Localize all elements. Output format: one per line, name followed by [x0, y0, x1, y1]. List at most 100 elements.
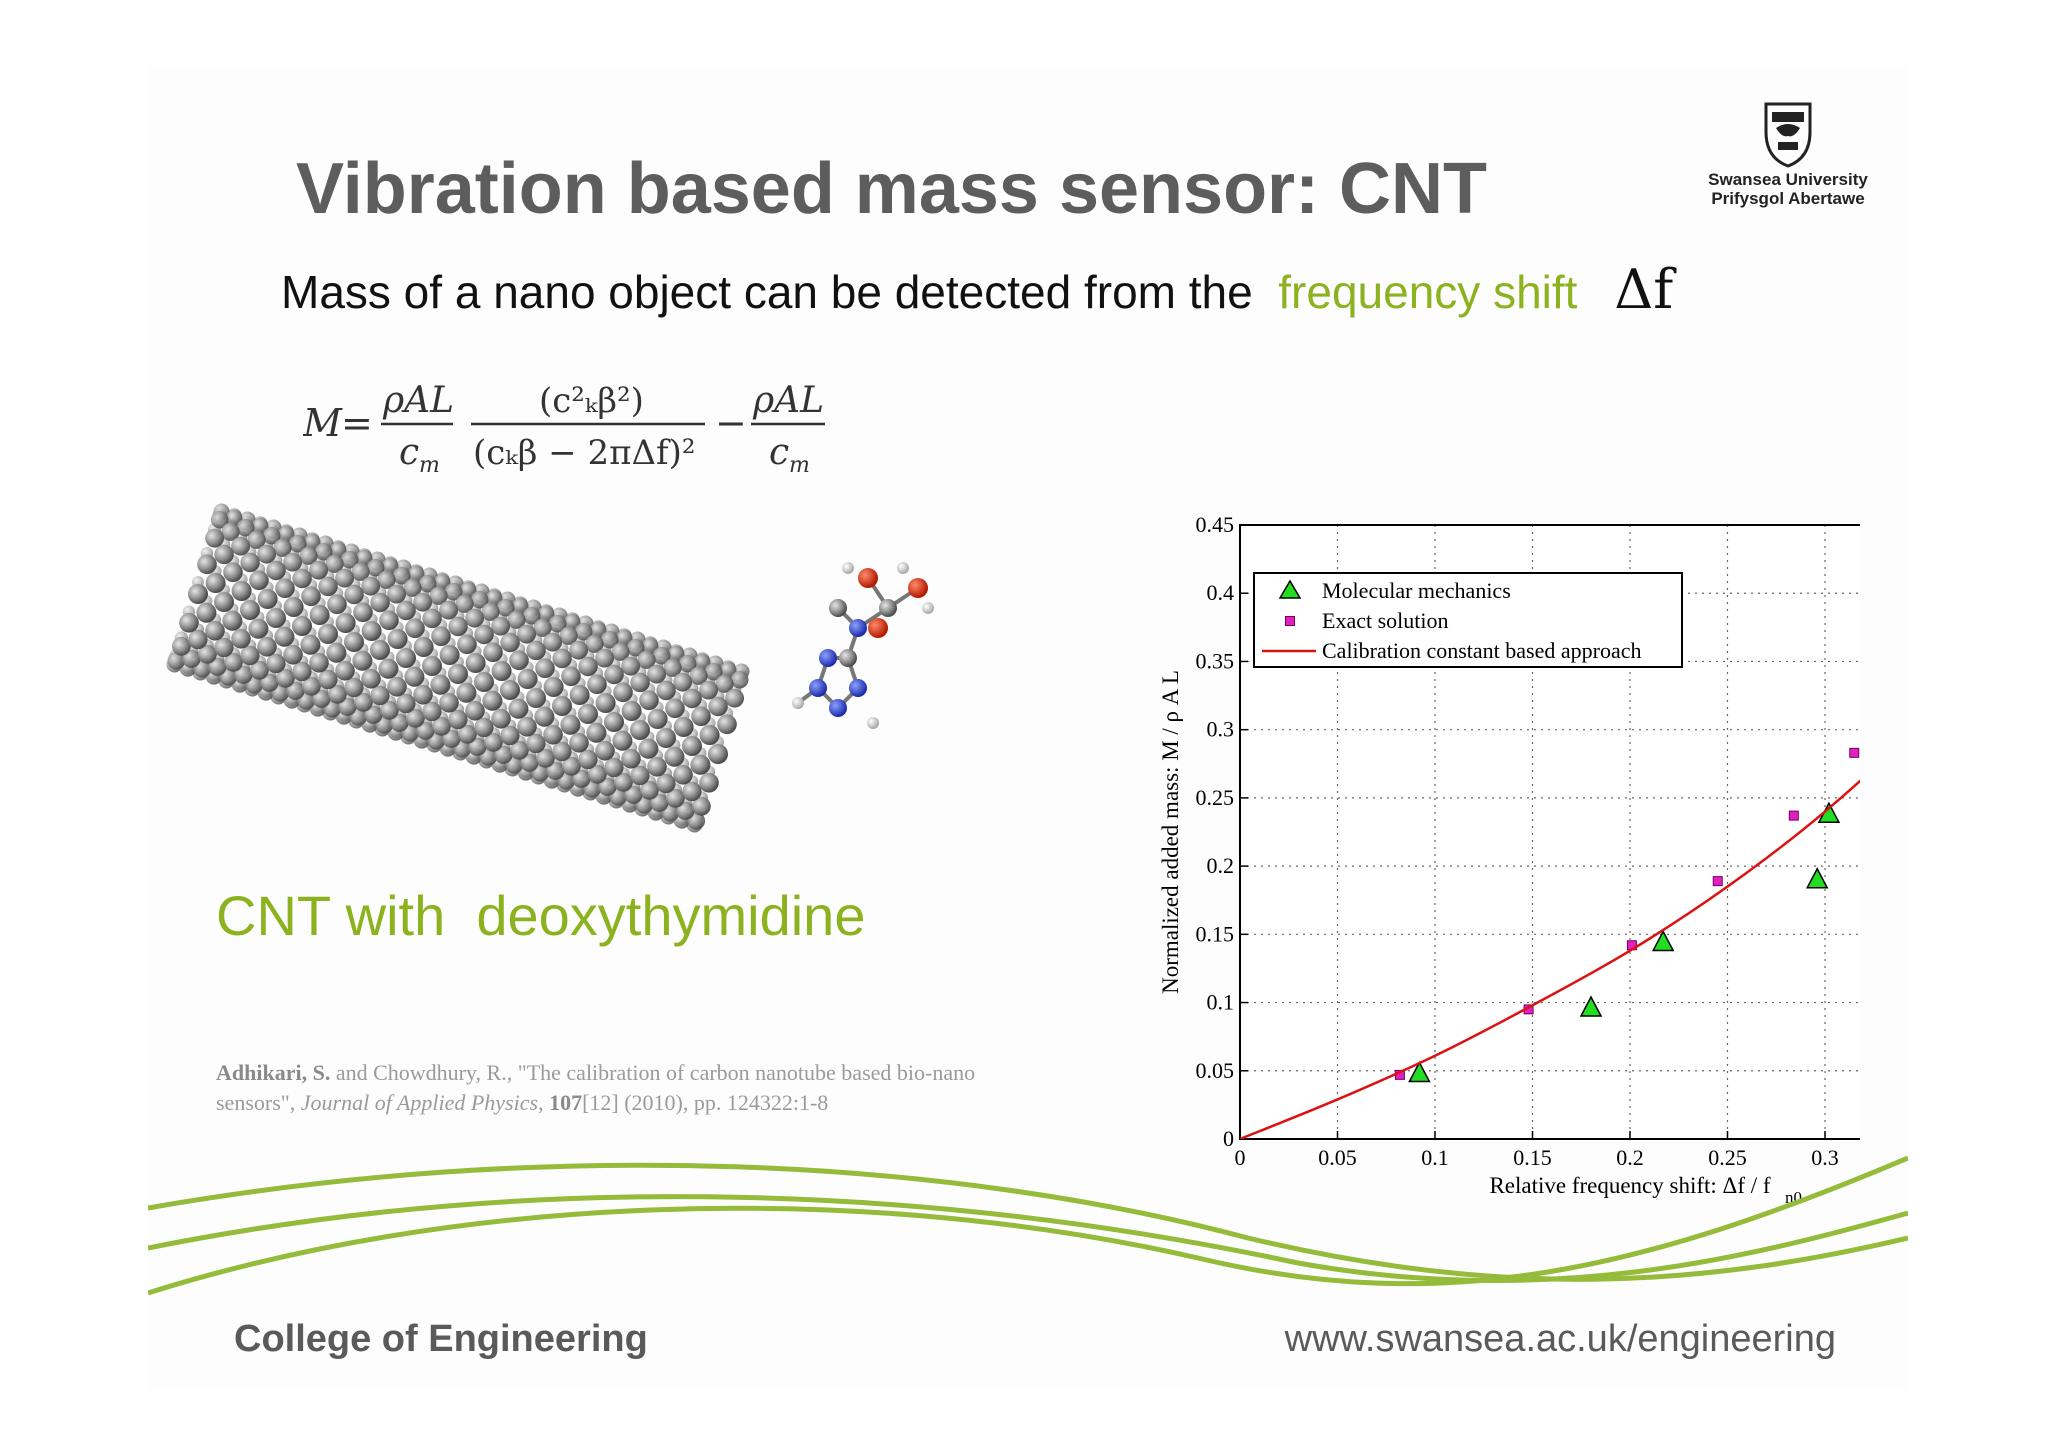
carbon-atom [325, 554, 344, 573]
carbon-atom [223, 562, 243, 583]
point-molecular-mechanics [1651, 929, 1675, 952]
formula-lhs: M [303, 401, 343, 445]
y-axis-label: Normalized added mass: M / ρ A L [1158, 670, 1183, 994]
carbon-atom [656, 773, 676, 794]
carbon-atom [459, 581, 477, 599]
carbon-atom [283, 597, 304, 617]
y-tick-label: 0.2 [1207, 853, 1235, 878]
formula-den1: c [399, 432, 419, 473]
carbon-atom [344, 632, 364, 652]
carbon-atom [370, 640, 390, 660]
carbon-atom [327, 594, 347, 615]
subtitle: Mass of a nano object can be detected fr… [281, 258, 1673, 321]
carbon-atom [526, 688, 546, 708]
carbon-atom [231, 581, 252, 601]
carbon-atom [416, 721, 435, 740]
carbon-atom [612, 730, 633, 751]
carbon-atom [578, 656, 598, 677]
carbon-atom [448, 709, 468, 730]
carbon-atom [257, 589, 278, 609]
carbon-atom [266, 653, 286, 674]
carbon-atom [249, 570, 269, 591]
nanotube [166, 503, 750, 833]
carbon-atom [300, 634, 321, 655]
carbon-atom [208, 657, 227, 676]
carbon-atom [167, 652, 186, 670]
carbon-atom [637, 650, 656, 669]
ref-sep: , [538, 1090, 550, 1115]
carbon-atom [250, 660, 269, 680]
carbon-atom [326, 642, 347, 663]
carbon-atom [275, 578, 295, 599]
carbon-atom [465, 701, 485, 721]
carbon-atom [641, 637, 659, 655]
molecule-atom [792, 697, 804, 709]
caption-molecule: deoxythymidine [476, 884, 866, 947]
formula-num1: ρAL [382, 380, 454, 421]
decorative-waves [148, 1155, 1908, 1296]
carbon-atom [630, 672, 650, 693]
carbon-atom [615, 629, 633, 647]
carbon-atom [283, 552, 302, 572]
carbon-atom [673, 672, 692, 692]
carbon-atom [535, 658, 555, 679]
carbon-atom [318, 576, 338, 597]
carbon-atom [678, 654, 697, 673]
carbon-atom [182, 649, 201, 668]
subtitle-text: Mass of a nano object can be detected fr… [281, 266, 1253, 318]
carbon-atom [370, 685, 390, 706]
carbon-atom [537, 605, 555, 623]
x-tick-label: 0.05 [1318, 1145, 1357, 1170]
carbon-atom [552, 741, 572, 762]
carbon-atom [533, 618, 552, 637]
carbon-atom [699, 725, 720, 745]
molecule-atom [829, 699, 847, 717]
y-tick-label: 0.45 [1196, 512, 1235, 537]
formula-num2: (c²ₖβ²) [539, 381, 644, 421]
carbon-atom [500, 725, 520, 746]
carbon-atom [344, 584, 364, 605]
carbon-atom [604, 712, 624, 732]
carbon-atom [429, 586, 448, 605]
carbon-atom [569, 640, 588, 660]
carbon-atom [585, 634, 604, 653]
carbon-atom [699, 680, 718, 700]
carbon-atom [587, 674, 607, 695]
carbon-atom [403, 578, 422, 597]
caption-prefix: CNT with [216, 884, 446, 947]
carbon-atom [413, 592, 432, 612]
carbon-atom [621, 749, 641, 769]
carbon-atom [630, 720, 650, 740]
carbon-atom [439, 693, 459, 713]
carbon-atom [240, 600, 260, 620]
carbon-atom [430, 674, 451, 695]
formula-num3: ρAL [752, 380, 824, 421]
carbon-atom [234, 665, 253, 684]
carbon-atom [484, 732, 503, 752]
carbon-atom [283, 645, 303, 665]
y-tick-label: 0.3 [1207, 717, 1235, 742]
carbon-atom [448, 664, 468, 684]
carbon-atom [569, 685, 590, 705]
carbon-atom [569, 733, 589, 753]
carbon-atom [485, 589, 503, 607]
carbon-atom [559, 626, 578, 645]
carbon-atom [387, 629, 408, 649]
carbon-atom [292, 568, 312, 589]
molecule-atom [842, 562, 854, 574]
carbon-atom [673, 765, 693, 785]
carbon-atom [377, 570, 396, 589]
ref-author: Adhikari, S. [216, 1060, 331, 1085]
legend-marker [1278, 579, 1302, 599]
carbon-atom [288, 534, 307, 553]
carbon-atom [302, 676, 321, 696]
carbon-atom [520, 753, 539, 772]
carbon-atom [214, 544, 234, 565]
carbon-atom [303, 533, 321, 551]
mass-frequency-chart: 0 0.05 0.1 0.15 0.2 0.25 0.3 0.35 0.4 0 0.05 0.1 0.1… [1158, 512, 1860, 1207]
carbon-atom [292, 616, 312, 636]
carbon-atom [407, 565, 425, 583]
carbon-atom [197, 554, 217, 575]
reference-citation: Adhikari, S. and Chowdhury, R., "The cal… [216, 1058, 996, 1118]
carbon-atom [708, 744, 728, 764]
